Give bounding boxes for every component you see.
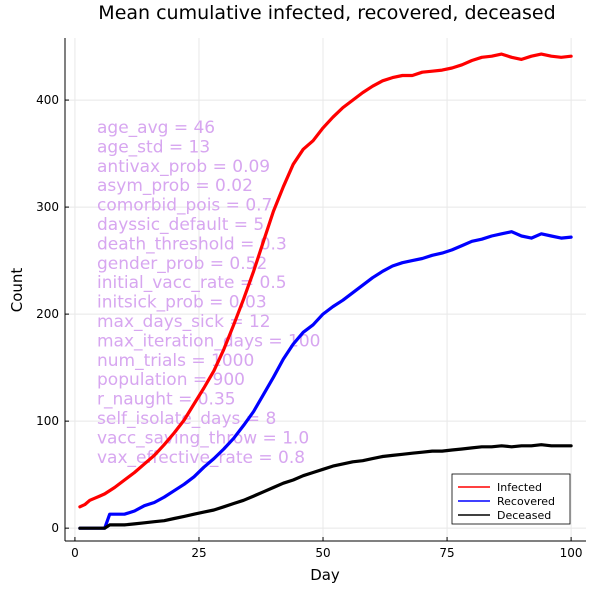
- grid: [65, 38, 586, 541]
- annotation-line: max_days_sick = 12: [97, 312, 271, 332]
- annotation-line: dayssic_default = 5: [97, 215, 264, 235]
- legend-label-infected: Infected: [497, 481, 542, 494]
- y-tick-label: 400: [36, 93, 59, 107]
- data-series: [78, 52, 573, 530]
- chart-title: Mean cumulative infected, recovered, dec…: [98, 2, 555, 24]
- annotation-line: initsick_prob = 0.03: [97, 293, 267, 313]
- annotation-line: r_naught = 0.35: [97, 390, 236, 410]
- y-tick-label: 0: [51, 521, 59, 535]
- axes: [64, 38, 586, 542]
- annotation-line: comorbid_pois = 0.7: [97, 196, 272, 216]
- x-tick-label: 0: [71, 546, 79, 560]
- y-tick-label: 100: [36, 414, 59, 428]
- annotation-line: age_avg = 46: [97, 118, 215, 138]
- x-axis-label: Day: [310, 566, 340, 584]
- series-line-infected: [78, 52, 573, 509]
- legend-label-recovered: Recovered: [497, 495, 555, 508]
- tick-labels: 0 25 50 75 100 0 100 200 300 400: [36, 93, 582, 560]
- annotation-line: initial_vacc_rate = 0.5: [97, 273, 287, 293]
- y-tick-label: 300: [36, 200, 59, 214]
- annotation-line: num_trials = 1000: [97, 351, 254, 371]
- annotation-line: death_threshold = 0.3: [97, 234, 287, 254]
- annotation-line: vax_effective_rate = 0.8: [97, 448, 305, 468]
- y-tick-label: 200: [36, 307, 59, 321]
- annotation-line: vacc_saving_throw = 1.0: [97, 428, 309, 448]
- annotation-line: gender_prob = 0.52: [97, 254, 267, 274]
- series-line-recovered: [78, 230, 573, 530]
- annotation-line: age_std = 13: [97, 137, 210, 157]
- y-axis-label: Count: [8, 268, 26, 313]
- x-tick-label: 25: [191, 546, 206, 560]
- x-tick-label: 50: [315, 546, 330, 560]
- annotation-line: population = 900: [97, 370, 245, 390]
- series-line-deceased: [78, 443, 573, 530]
- x-tick-label: 100: [560, 546, 583, 560]
- annotation-line: max_iteration_days = 100: [97, 331, 320, 351]
- x-tick-label: 75: [439, 546, 454, 560]
- annotation-line: antivax_prob = 0.09: [97, 157, 270, 177]
- legend-label-deceased: Deceased: [497, 509, 551, 522]
- annotation-line: asym_prob = 0.02: [97, 176, 253, 196]
